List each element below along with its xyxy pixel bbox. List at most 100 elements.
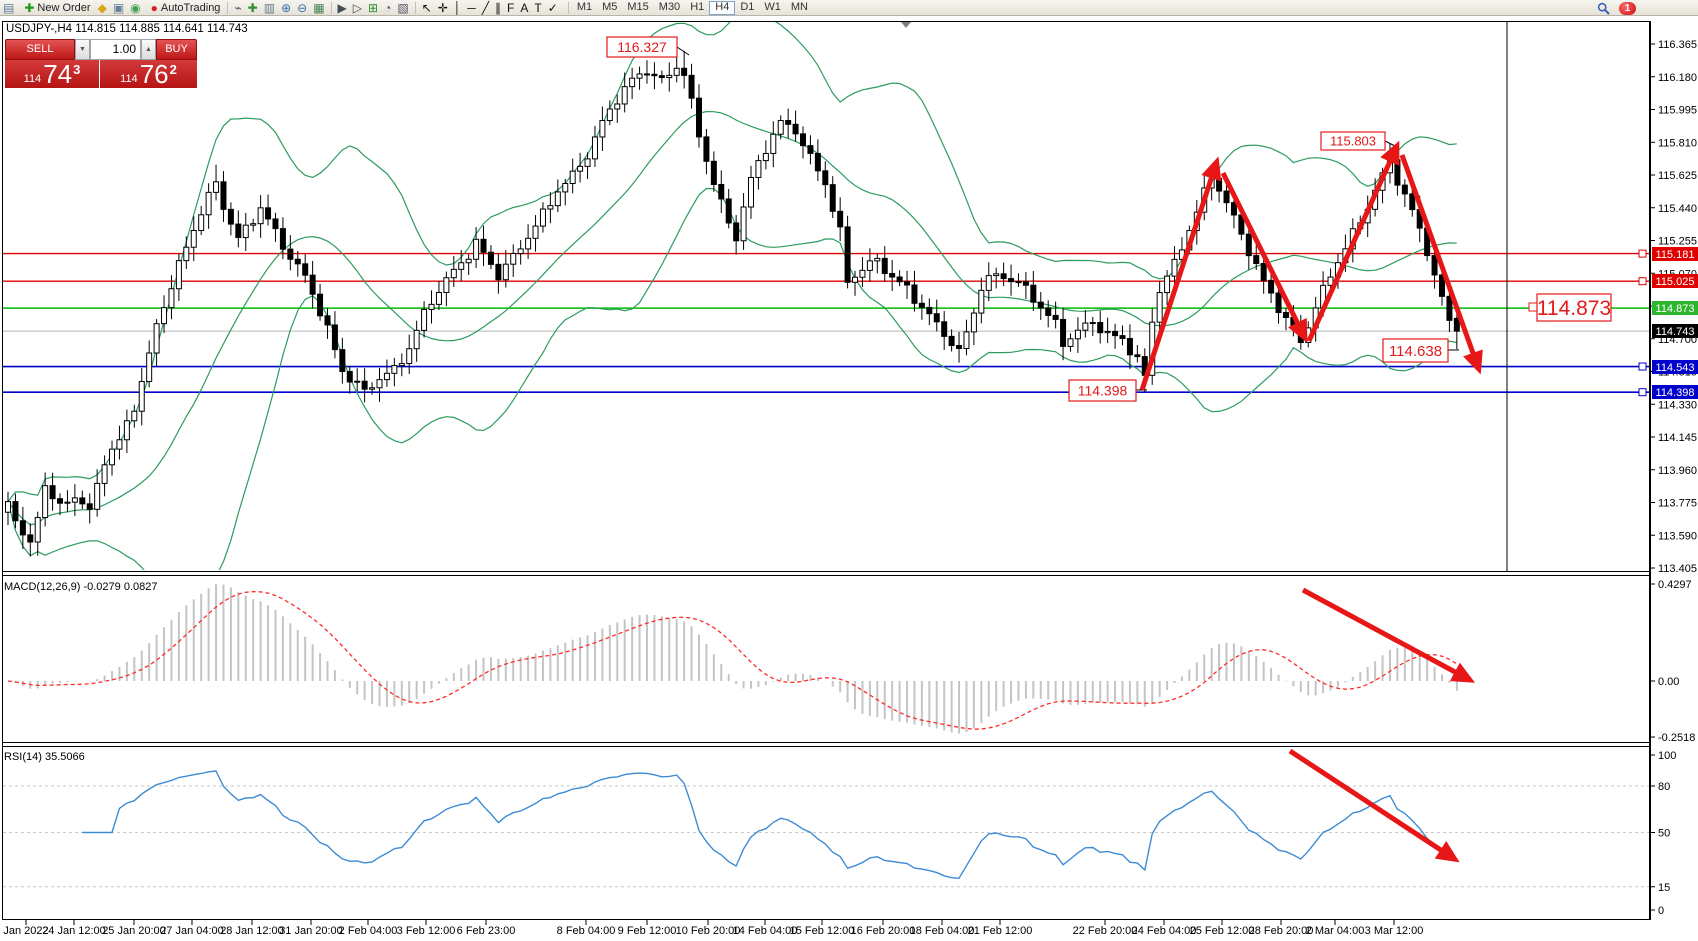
- volume-input[interactable]: 1.00: [90, 39, 141, 60]
- crosshair-icon[interactable]: ✛: [437, 1, 448, 15]
- profile-icon[interactable]: ▥: [263, 1, 276, 15]
- period-dropdown-icon[interactable]: ◔: [384, 1, 392, 15]
- price-tag-label: 114.398: [1656, 387, 1695, 399]
- candle-body: [1060, 318, 1067, 347]
- candle-body: [302, 263, 309, 276]
- fibonacci-icon[interactable]: F: [507, 1, 515, 15]
- candle-body: [755, 160, 762, 178]
- candle-body: [792, 123, 799, 135]
- trend-arrow[interactable]: [1288, 748, 1460, 863]
- timeframe-button-h4[interactable]: H4: [709, 1, 736, 15]
- price-annotation-box[interactable]: [1536, 293, 1612, 322]
- rsi-indicator[interactable]: [3, 770, 1649, 888]
- price-axis[interactable]: 116.365 116.180 115.995 115.810 115.625 115.4…: [1650, 21, 1698, 920]
- vline-icon[interactable]: │: [453, 1, 462, 15]
- text-icon[interactable]: A: [520, 1, 529, 15]
- candle-body: [279, 228, 286, 250]
- candle-body: [643, 73, 650, 76]
- signal-icon[interactable]: ◉: [130, 1, 141, 15]
- candle-body: [1260, 263, 1267, 281]
- hline-handle[interactable]: [1638, 277, 1647, 286]
- price-annotation-box[interactable]: [1382, 338, 1449, 363]
- buy-button[interactable]: BUY: [156, 39, 197, 60]
- candles[interactable]: [5, 50, 1460, 557]
- candle-body: [64, 501, 71, 504]
- candle-body: [161, 307, 168, 325]
- trend-arrow[interactable]: [1220, 171, 1308, 344]
- chart-shift-icon[interactable]: ▷: [352, 1, 363, 15]
- price-axis-label: 113.405: [1658, 563, 1697, 575]
- timeframe-button-m1[interactable]: M1: [576, 1, 593, 13]
- search-icon[interactable]: [1594, 2, 1613, 15]
- indicators-list-icon[interactable]: ⌁: [234, 1, 242, 15]
- sell-button[interactable]: SELL: [5, 39, 75, 60]
- channel-icon[interactable]: ∥: [495, 1, 502, 15]
- price-tag-label: 114.873: [1656, 303, 1695, 315]
- indicator-add-icon[interactable]: ✚: [247, 1, 258, 15]
- notification-badge[interactable]: 1: [1619, 2, 1636, 15]
- volume-decrease-button[interactable]: ▼: [75, 39, 90, 60]
- hline-handle[interactable]: [1638, 388, 1647, 397]
- label-connector: [676, 46, 690, 56]
- volume-increase-button[interactable]: ▲: [141, 39, 156, 60]
- publish-icon[interactable]: ▣: [112, 1, 125, 15]
- price-annotation-text: 115.803: [1330, 134, 1376, 149]
- timeframe-button-m15[interactable]: M15: [627, 1, 649, 13]
- macd-indicator[interactable]: [7, 584, 1458, 734]
- sell-price-display[interactable]: 114 74 3: [5, 60, 99, 88]
- candle-body: [1327, 276, 1334, 286]
- arrows-icon[interactable]: ✓: [547, 1, 558, 15]
- rsi-axis-label: 0: [1658, 905, 1664, 917]
- candle-body: [510, 252, 517, 265]
- trend-arrow[interactable]: [1306, 140, 1400, 343]
- timeframe-button-w1[interactable]: W1: [764, 1, 781, 13]
- expert-add-icon[interactable]: ⊞: [368, 1, 379, 15]
- label-handle[interactable]: [1528, 302, 1538, 312]
- buy-price-display[interactable]: 114 76 2: [100, 60, 197, 88]
- timeframe-button-mn[interactable]: MN: [790, 1, 808, 13]
- toolbar: ▤ ✚ New Order ◆ ▣ ◉ ● AutoTrading ⌁ ✚ ▥ ⊕ ⊖ ▦ ▶ ▷ ⊞ ◔ ▧ ↖ ✛ │…: [0, 0, 1698, 16]
- zoom-in-icon[interactable]: ⊕: [281, 1, 292, 15]
- candle-body: [614, 103, 621, 110]
- timeframe-button-m5[interactable]: M5: [602, 1, 618, 13]
- chart-shift-marker[interactable]: [901, 22, 911, 28]
- template-dropdown-icon[interactable]: ▧: [397, 1, 409, 15]
- cursor-icon[interactable]: ↖: [421, 1, 432, 15]
- candle-body: [1282, 312, 1289, 318]
- hline-handle[interactable]: [1638, 249, 1647, 258]
- timeframe-button-m30[interactable]: M30: [658, 1, 681, 13]
- trend-arrow[interactable]: [1301, 587, 1476, 683]
- gold-icon[interactable]: ◆: [97, 1, 107, 15]
- candle-body: [458, 262, 465, 270]
- timeframe-button-h1[interactable]: H1: [690, 1, 705, 13]
- price-annotation-box[interactable]: [1068, 379, 1137, 402]
- candle-body: [495, 263, 502, 281]
- horizontal-level-lines[interactable]: [3, 249, 1649, 397]
- time-axis-label: 28 Jan 12:00: [220, 925, 284, 937]
- autotrading-button[interactable]: ● AutoTrading: [144, 1, 225, 15]
- autoscroll-icon[interactable]: ▶: [337, 1, 347, 15]
- time-axis-label: 27 Jan 04:00: [160, 925, 224, 937]
- timeframe-button-d1[interactable]: D1: [740, 1, 755, 13]
- candle-body: [413, 329, 420, 350]
- candle-body: [525, 237, 532, 250]
- candle-body: [1008, 278, 1015, 283]
- candle-body: [205, 191, 212, 216]
- candle-body: [926, 306, 933, 315]
- trend-arrow[interactable]: [1399, 154, 1483, 375]
- tile-windows-icon[interactable]: ▦: [313, 1, 325, 15]
- candle-body: [874, 257, 881, 262]
- trendline-icon[interactable]: ╱: [481, 1, 490, 15]
- hline-handle[interactable]: [1638, 362, 1647, 371]
- price-annotation-box[interactable]: [606, 36, 678, 58]
- chart-window-icon[interactable]: ▤: [3, 1, 15, 15]
- candle-body: [383, 372, 390, 381]
- zoom-out-icon[interactable]: ⊖: [297, 1, 308, 15]
- trend-arrow[interactable]: [1139, 156, 1222, 391]
- label-icon[interactable]: T: [534, 1, 542, 15]
- hline-icon[interactable]: ─: [467, 1, 476, 15]
- price-axis-label: 114.145: [1658, 432, 1697, 444]
- new-order-button[interactable]: ✚ New Order: [17, 1, 94, 15]
